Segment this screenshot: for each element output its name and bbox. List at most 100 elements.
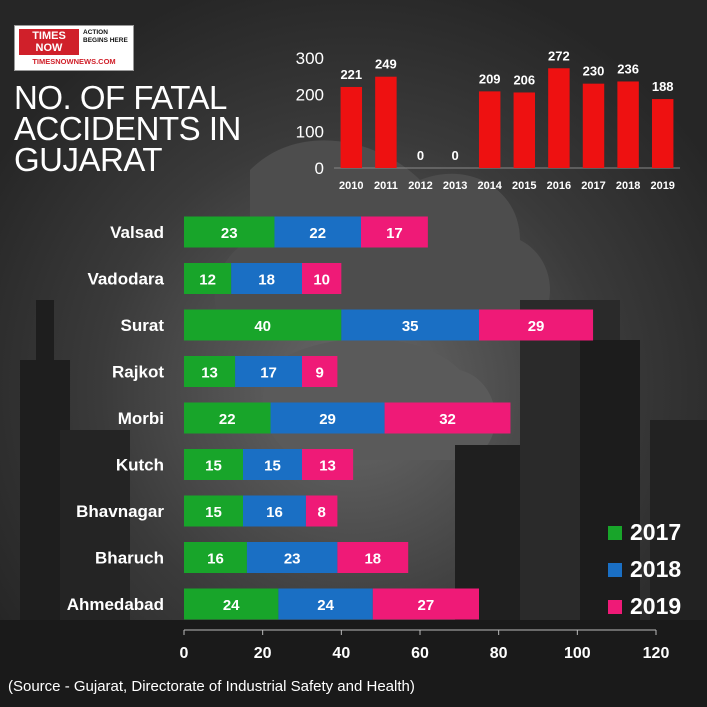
bar-2014 [478,91,501,168]
bar-2018 [617,81,639,168]
x-tick-label: 120 [643,645,670,662]
x-tick-label-2014: 2014 [477,180,502,192]
legend-label-2018: 2018 [630,556,682,582]
data-label-morbi-2018: 29 [319,411,336,428]
category-label-ahmedabad: Ahmedabad [67,595,164,614]
x-tick-label: 100 [564,645,591,662]
data-label-vadodara-2018: 18 [258,272,275,289]
y-tick-label: 200 [296,86,324,105]
bar-bhavnagar-2018 [243,495,306,527]
x-tick-label-2018: 2018 [616,180,640,192]
bar-valsad-2019 [361,216,428,248]
data-label-2015: 206 [513,72,535,87]
data-label-bhavnagar-2019: 8 [317,504,325,521]
y-tick-label: 0 [315,159,324,178]
data-label-ahmedabad-2019: 27 [418,597,435,614]
bar-2011 [375,76,397,168]
category-label-vadodara: Vadodara [87,270,164,289]
data-label-2010: 221 [340,67,362,82]
page-title: NO. OF FATAL ACCIDENTS IN GUJARAT [14,79,241,178]
bar-ahmedabad-2018 [278,588,373,620]
y-tick-label: 100 [296,122,324,141]
data-label-2013: 0 [451,148,458,163]
bar-kutch-2019 [302,449,354,480]
x-tick-label-2013: 2013 [443,180,467,192]
legend-swatch-2017 [608,525,622,540]
bar-ahmedabad-2019 [372,588,479,620]
legend-label-2017: 2017 [630,519,682,545]
bar-vadodara-2019 [302,263,342,294]
legend-item-2017: 2017 [608,514,681,551]
data-label-2019: 188 [652,79,674,94]
data-label-2017: 230 [583,64,605,79]
x-tick-label: 20 [254,645,272,662]
data-label-2014: 209 [479,71,501,86]
x-tick-label-2010: 2010 [339,180,363,192]
bar-morbi-2019 [384,402,511,434]
data-label-vadodara-2019: 10 [313,272,330,289]
bar-bharuch-2019 [337,542,409,573]
data-label-vadodara-2017: 12 [199,272,216,289]
category-label-rajkot: Rajkot [112,363,164,382]
category-label-kutch: Kutch [116,456,164,475]
bar-bharuch-2018 [246,542,338,573]
bar-rajkot-2018 [235,356,302,387]
logo-url: TIMESNOWNEWS.COM [32,57,116,66]
data-label-bharuch-2018: 23 [284,551,301,568]
bar-2017 [582,83,605,168]
bar-morbi-2018 [270,402,385,434]
source-note: (Source - Gujarat, Directorate of Indust… [8,678,415,695]
x-tick-label-2015: 2015 [512,180,536,192]
data-label-morbi-2017: 22 [219,411,236,428]
data-label-rajkot-2019: 9 [316,365,324,382]
bar-vadodara-2017 [184,263,232,294]
x-tick-label-2011: 2011 [374,180,398,192]
legend-swatch-2018 [608,562,622,577]
bar-valsad-2018 [274,216,361,248]
data-label-ahmedabad-2018: 24 [317,597,334,614]
data-label-kutch-2018: 15 [264,458,281,475]
x-tick-label-2017: 2017 [581,180,605,192]
data-label-surat-2018: 35 [402,318,419,335]
bar-valsad-2017 [184,216,275,248]
bar-bharuch-2017 [184,542,247,573]
data-label-2011: 249 [375,57,397,72]
data-label-valsad-2019: 17 [386,225,403,242]
x-tick-label: 40 [332,645,350,662]
data-label-rajkot-2018: 17 [260,365,277,382]
legend-swatch-2019 [608,599,622,614]
data-label-2016: 272 [548,48,570,63]
data-label-kutch-2019: 13 [319,458,336,475]
x-tick-label-2016: 2016 [547,180,571,192]
bar-morbi-2017 [184,402,271,434]
logo-brand-block: TIMES NOW [19,29,79,55]
bar-surat-2018 [341,309,479,341]
bar-bhavnagar-2019 [305,495,338,527]
bar-rajkot-2019 [302,356,338,387]
data-label-surat-2019: 29 [528,318,545,335]
bar-surat-2017 [184,309,342,341]
data-label-valsad-2017: 23 [221,225,238,242]
bar-vadodara-2018 [231,263,302,294]
legend: 2017 2018 2019 [608,514,681,625]
data-label-2012: 0 [417,148,424,163]
data-label-rajkot-2017: 13 [201,365,218,382]
logo-brand-line1: TIMES [32,30,66,42]
bar-bhavnagar-2017 [184,495,243,527]
data-label-ahmedabad-2017: 24 [223,597,240,614]
category-label-surat: Surat [121,316,165,335]
times-now-logo: TIMES NOW ACTION BEGINS HERE TIMESNOWNEW… [14,25,134,71]
bar-surat-2019 [479,309,594,341]
data-label-kutch-2017: 15 [205,458,222,475]
data-label-bhavnagar-2017: 15 [205,504,222,521]
bar-kutch-2018 [243,449,302,480]
x-tick-label-2012: 2012 [408,180,432,192]
data-label-bharuch-2017: 16 [207,551,224,568]
legend-item-2018: 2018 [608,551,681,588]
logo-brand-line2: NOW [35,42,63,54]
category-label-morbi: Morbi [118,409,164,428]
bar-2016 [548,68,570,168]
legend-label-2019: 2019 [630,593,682,619]
